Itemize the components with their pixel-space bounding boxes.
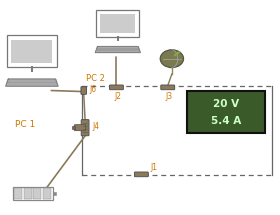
Bar	[187, 91, 265, 133]
Text: PC 2: PC 2	[87, 74, 105, 83]
FancyBboxPatch shape	[109, 85, 123, 90]
Bar	[43, 188, 51, 199]
FancyBboxPatch shape	[134, 172, 148, 177]
Text: J1: J1	[150, 163, 157, 172]
Polygon shape	[6, 79, 58, 86]
Text: J2: J2	[114, 92, 121, 101]
FancyBboxPatch shape	[81, 87, 87, 94]
FancyBboxPatch shape	[74, 125, 86, 131]
Bar	[11, 40, 52, 63]
Bar	[72, 126, 75, 129]
Text: 20 V: 20 V	[213, 99, 239, 109]
Polygon shape	[174, 52, 180, 56]
Bar	[96, 10, 139, 37]
Text: 5.4 A: 5.4 A	[211, 116, 241, 126]
Text: J6: J6	[90, 85, 97, 94]
Text: J3: J3	[165, 92, 173, 101]
Text: J4: J4	[93, 122, 100, 131]
Text: PC 1: PC 1	[15, 120, 35, 129]
Bar	[33, 188, 41, 199]
Polygon shape	[95, 46, 140, 53]
Bar	[14, 188, 22, 199]
FancyBboxPatch shape	[81, 120, 89, 136]
FancyBboxPatch shape	[161, 85, 175, 90]
Bar	[53, 192, 56, 195]
Bar	[7, 35, 57, 68]
Bar	[13, 187, 53, 200]
Bar	[100, 14, 136, 33]
Bar	[24, 188, 32, 199]
Circle shape	[160, 50, 183, 68]
